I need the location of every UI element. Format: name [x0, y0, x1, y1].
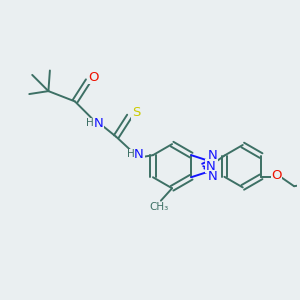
- Text: N: N: [206, 160, 215, 173]
- Text: N: N: [208, 149, 218, 162]
- Text: N: N: [134, 148, 144, 161]
- Text: O: O: [271, 169, 282, 182]
- Text: N: N: [208, 170, 218, 183]
- Text: H: H: [127, 149, 135, 159]
- Text: CH₃: CH₃: [149, 202, 168, 212]
- Text: O: O: [88, 71, 99, 84]
- Text: H: H: [86, 118, 94, 128]
- Text: S: S: [132, 106, 140, 119]
- Text: N: N: [94, 117, 103, 130]
